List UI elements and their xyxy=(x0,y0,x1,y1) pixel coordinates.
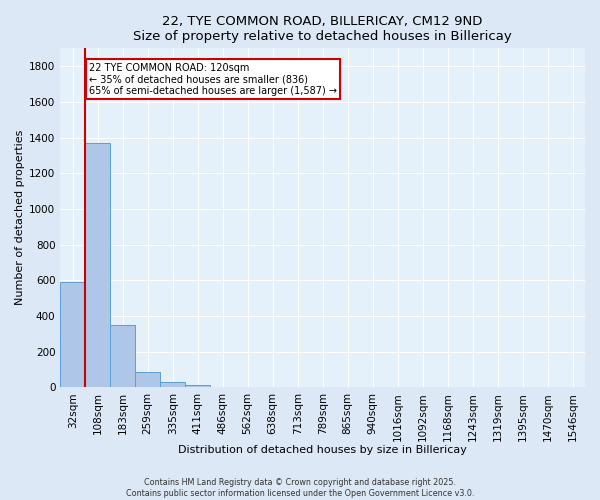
Bar xyxy=(160,382,185,387)
Bar xyxy=(60,282,85,387)
Bar xyxy=(135,372,160,387)
Bar xyxy=(185,384,210,387)
Y-axis label: Number of detached properties: Number of detached properties xyxy=(15,130,25,306)
Text: 22 TYE COMMON ROAD: 120sqm
← 35% of detached houses are smaller (836)
65% of sem: 22 TYE COMMON ROAD: 120sqm ← 35% of deta… xyxy=(89,62,337,96)
Bar xyxy=(110,325,135,387)
Text: Contains HM Land Registry data © Crown copyright and database right 2025.
Contai: Contains HM Land Registry data © Crown c… xyxy=(126,478,474,498)
Bar xyxy=(85,143,110,387)
X-axis label: Distribution of detached houses by size in Billericay: Distribution of detached houses by size … xyxy=(178,445,467,455)
Title: 22, TYE COMMON ROAD, BILLERICAY, CM12 9ND
Size of property relative to detached : 22, TYE COMMON ROAD, BILLERICAY, CM12 9N… xyxy=(133,15,512,43)
